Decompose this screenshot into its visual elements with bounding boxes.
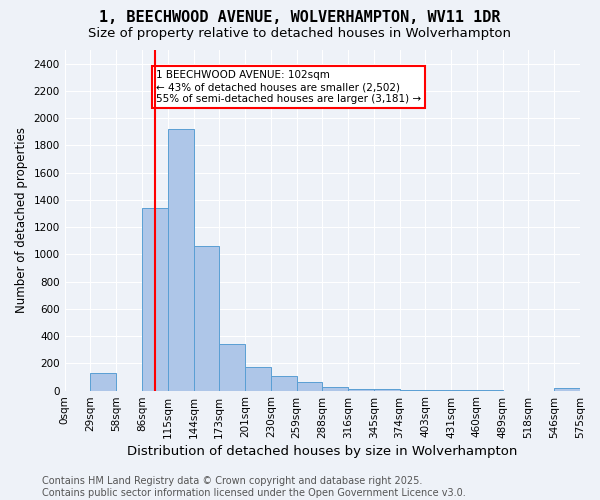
Text: 1 BEECHWOOD AVENUE: 102sqm
← 43% of detached houses are smaller (2,502)
55% of s: 1 BEECHWOOD AVENUE: 102sqm ← 43% of deta… (156, 70, 421, 104)
Bar (296, 382, 322, 390)
X-axis label: Distribution of detached houses by size in Wolverhampton: Distribution of detached houses by size … (127, 444, 518, 458)
Text: Contains HM Land Registry data © Crown copyright and database right 2025.
Contai: Contains HM Land Registry data © Crown c… (42, 476, 466, 498)
Bar (219, 344, 245, 391)
Text: 1, BEECHWOOD AVENUE, WOLVERHAMPTON, WV11 1DR: 1, BEECHWOOD AVENUE, WOLVERHAMPTON, WV11… (99, 10, 501, 25)
Bar (554, 388, 580, 390)
Bar (193, 246, 219, 390)
Bar (271, 376, 296, 390)
Bar (245, 368, 271, 390)
Bar (168, 129, 193, 390)
Bar (348, 388, 374, 390)
Bar (91, 373, 116, 390)
Bar (374, 389, 400, 390)
Text: Size of property relative to detached houses in Wolverhampton: Size of property relative to detached ho… (89, 28, 511, 40)
Bar (322, 387, 348, 390)
Bar (142, 208, 168, 390)
Y-axis label: Number of detached properties: Number of detached properties (15, 128, 28, 314)
